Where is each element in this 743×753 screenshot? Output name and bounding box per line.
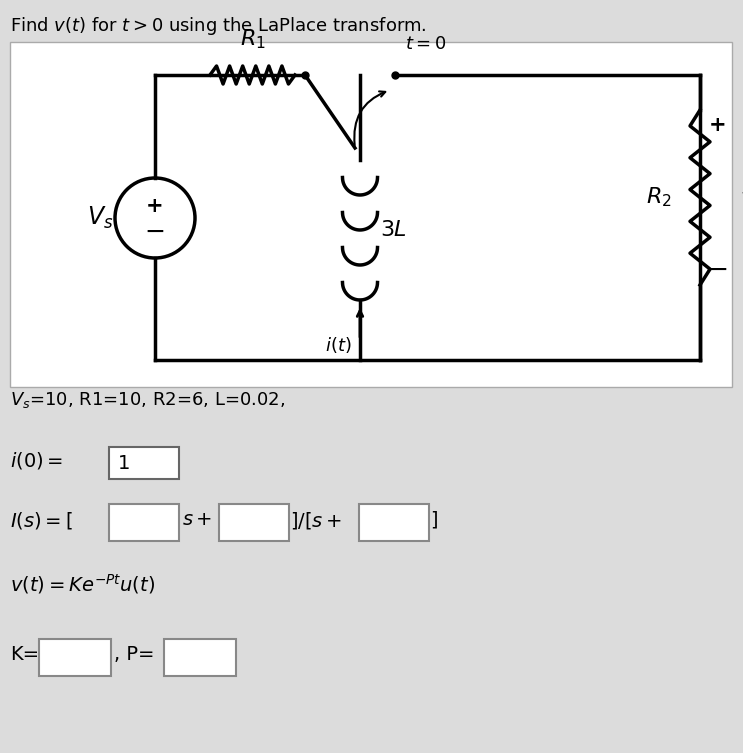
Text: K=: K= bbox=[10, 645, 39, 664]
Text: $v(t)$: $v(t)$ bbox=[740, 186, 743, 209]
Text: ]: ] bbox=[430, 510, 438, 529]
FancyBboxPatch shape bbox=[164, 639, 236, 676]
Text: −: − bbox=[707, 258, 728, 282]
FancyBboxPatch shape bbox=[109, 447, 179, 479]
FancyBboxPatch shape bbox=[359, 504, 429, 541]
Text: $i(t)$: $i(t)$ bbox=[325, 335, 352, 355]
Text: $V_s$=10, R1=10, R2=6, L=0.02,: $V_s$=10, R1=10, R2=6, L=0.02, bbox=[10, 390, 285, 410]
FancyBboxPatch shape bbox=[109, 504, 179, 541]
Text: , P=: , P= bbox=[114, 645, 155, 664]
Text: $3L$: $3L$ bbox=[380, 220, 406, 240]
Text: $V_s$: $V_s$ bbox=[87, 205, 113, 231]
Text: +: + bbox=[709, 115, 727, 135]
Text: $R_2$: $R_2$ bbox=[646, 186, 672, 209]
Text: $v(t) = Ke^{-Pt}u(t)$: $v(t) = Ke^{-Pt}u(t)$ bbox=[10, 572, 155, 596]
Text: $]/[s+$: $]/[s+$ bbox=[290, 510, 342, 531]
Text: $s+$: $s+$ bbox=[182, 510, 212, 529]
FancyBboxPatch shape bbox=[39, 639, 111, 676]
Text: $i(0) = $: $i(0) = $ bbox=[10, 450, 63, 471]
FancyBboxPatch shape bbox=[219, 504, 289, 541]
Text: $R_1$: $R_1$ bbox=[239, 27, 265, 51]
Text: +: + bbox=[146, 196, 163, 216]
Text: Find $v(t)$ for $t > 0$ using the LaPlace transform.: Find $v(t)$ for $t > 0$ using the LaPlac… bbox=[10, 15, 426, 37]
FancyBboxPatch shape bbox=[10, 42, 732, 387]
Text: $t=0$: $t=0$ bbox=[405, 35, 447, 53]
Text: $I(s) =$[: $I(s) =$[ bbox=[10, 510, 73, 531]
Text: 1: 1 bbox=[118, 453, 130, 472]
Text: −: − bbox=[144, 220, 166, 244]
